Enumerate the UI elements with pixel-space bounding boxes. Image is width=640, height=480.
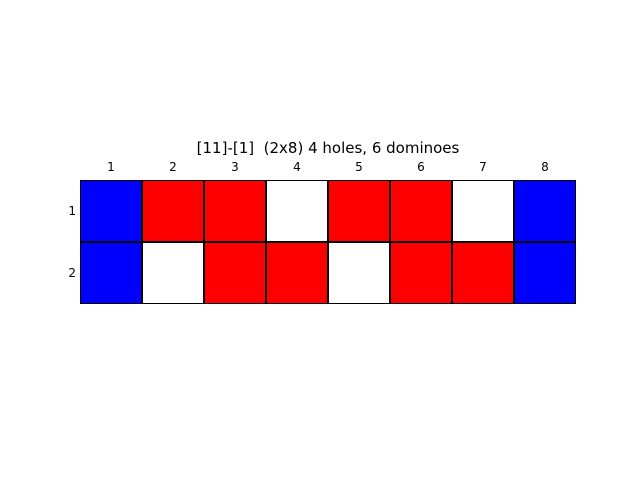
blue-cell [80, 180, 142, 242]
row-label: 1 [68, 204, 76, 218]
red-cell [390, 242, 452, 304]
domino-board [80, 180, 576, 304]
column-label: 1 [107, 160, 115, 174]
column-label: 6 [417, 160, 425, 174]
blue-cell [514, 180, 576, 242]
red-cell [390, 180, 452, 242]
red-cell [204, 180, 266, 242]
row-label: 2 [68, 266, 76, 280]
red-cell [328, 180, 390, 242]
puzzle-title: [11]-[1] (2x8) 4 holes, 6 dominoes [196, 139, 460, 157]
hole-cell [452, 180, 514, 242]
column-label: 3 [231, 160, 239, 174]
blue-cell [80, 242, 142, 304]
hole-cell [142, 242, 204, 304]
column-label: 5 [355, 160, 363, 174]
column-label: 4 [293, 160, 301, 174]
blue-cell [514, 242, 576, 304]
column-label: 7 [479, 160, 487, 174]
red-cell [204, 242, 266, 304]
red-cell [452, 242, 514, 304]
column-label: 8 [541, 160, 549, 174]
red-cell [266, 242, 328, 304]
red-cell [142, 180, 204, 242]
hole-cell [266, 180, 328, 242]
hole-cell [328, 242, 390, 304]
column-label: 2 [169, 160, 177, 174]
